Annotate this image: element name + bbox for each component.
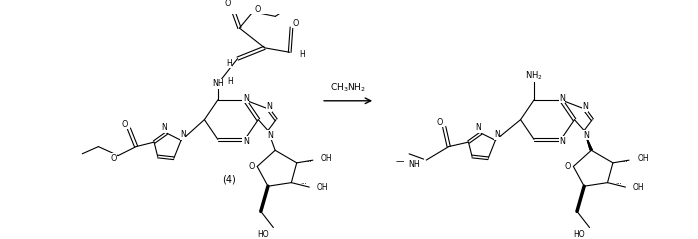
- Text: N: N: [267, 130, 273, 140]
- Text: N: N: [243, 94, 248, 103]
- Text: N: N: [266, 103, 272, 111]
- Text: N: N: [559, 137, 565, 146]
- Text: O: O: [565, 162, 571, 171]
- Text: ···: ···: [306, 159, 313, 165]
- Text: OH: OH: [637, 154, 648, 163]
- Polygon shape: [584, 130, 593, 150]
- Text: —: —: [395, 157, 403, 166]
- Text: N: N: [161, 123, 167, 132]
- Text: NH: NH: [212, 79, 224, 88]
- Text: N: N: [180, 130, 186, 139]
- Text: N: N: [475, 123, 481, 132]
- Text: HO: HO: [573, 230, 585, 239]
- Text: OH: OH: [632, 183, 644, 192]
- Text: CH$_3$NH$_2$: CH$_3$NH$_2$: [330, 82, 366, 94]
- Text: O: O: [248, 162, 255, 171]
- Text: N: N: [583, 130, 589, 140]
- Text: N: N: [559, 94, 565, 103]
- Text: NH: NH: [408, 160, 419, 169]
- Text: O: O: [436, 118, 443, 127]
- Text: O: O: [225, 0, 231, 8]
- Text: H: H: [225, 59, 232, 68]
- Text: (4): (4): [222, 175, 235, 185]
- Text: N: N: [494, 130, 500, 139]
- Text: N: N: [243, 137, 248, 146]
- Text: O: O: [254, 5, 260, 14]
- Text: H: H: [228, 76, 233, 86]
- Text: OH: OH: [321, 154, 333, 163]
- Text: NH$_2$: NH$_2$: [526, 69, 543, 82]
- Text: O: O: [110, 154, 117, 163]
- Text: OH: OH: [316, 183, 328, 192]
- Text: ···: ···: [621, 159, 628, 165]
- Polygon shape: [584, 132, 593, 150]
- Text: ···: ···: [300, 181, 307, 187]
- Text: N: N: [582, 103, 588, 111]
- Text: H: H: [299, 49, 305, 59]
- Text: O: O: [293, 19, 299, 28]
- Text: O: O: [121, 120, 128, 129]
- Text: ···: ···: [616, 181, 623, 187]
- Text: HO: HO: [257, 230, 269, 239]
